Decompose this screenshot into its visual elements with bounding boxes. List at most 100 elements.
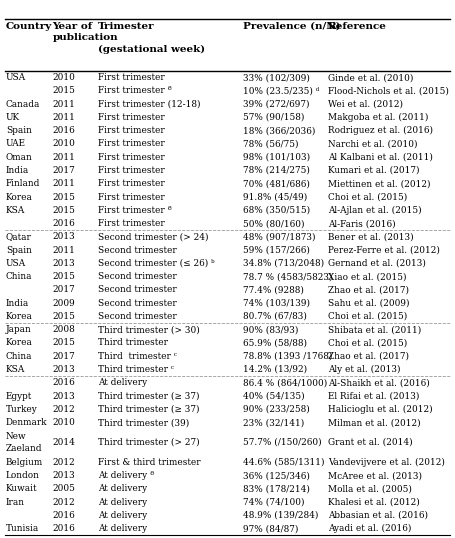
Text: Third trimester (> 30): Third trimester (> 30) xyxy=(98,325,200,334)
Text: 39% (272/697): 39% (272/697) xyxy=(243,100,310,109)
Text: El Rifai et al. (2013): El Rifai et al. (2013) xyxy=(328,392,419,400)
Text: 14.2% (13/92): 14.2% (13/92) xyxy=(243,365,308,374)
Text: 2013: 2013 xyxy=(52,259,75,268)
Text: 97% (84/87): 97% (84/87) xyxy=(243,524,299,533)
Text: At delivery: At delivery xyxy=(98,524,147,533)
Text: Second trimester: Second trimester xyxy=(98,299,177,308)
Text: Al Kalbani et al. (2011): Al Kalbani et al. (2011) xyxy=(328,153,432,162)
Text: Korea: Korea xyxy=(6,312,33,321)
Text: Second trimester: Second trimester xyxy=(98,272,177,281)
Text: 2015: 2015 xyxy=(52,87,75,95)
Text: Milman et al. (2012): Milman et al. (2012) xyxy=(328,418,420,427)
Text: First trimester: First trimester xyxy=(98,193,165,202)
Text: Japan: Japan xyxy=(6,325,32,334)
Text: 2015: 2015 xyxy=(52,312,75,321)
Text: Tunisia: Tunisia xyxy=(6,524,39,533)
Text: 33% (102/309): 33% (102/309) xyxy=(243,73,310,82)
Text: 59% (157/266): 59% (157/266) xyxy=(243,246,310,254)
Text: 2017: 2017 xyxy=(52,166,75,175)
Text: India: India xyxy=(6,299,29,308)
Text: 78.7 % (4583/5823): 78.7 % (4583/5823) xyxy=(243,272,333,281)
Text: 2015: 2015 xyxy=(52,206,75,215)
Text: 74% (74/100): 74% (74/100) xyxy=(243,498,305,507)
Text: Second trimester (> 24): Second trimester (> 24) xyxy=(98,232,208,242)
Text: 2013: 2013 xyxy=(52,392,75,400)
Text: Third trimester (≥ 37): Third trimester (≥ 37) xyxy=(98,405,199,414)
Text: Third trimester (39): Third trimester (39) xyxy=(98,418,189,427)
Text: Al-Shaikh et al. (2016): Al-Shaikh et al. (2016) xyxy=(328,378,430,387)
Text: KSA: KSA xyxy=(6,365,25,374)
Text: UAE: UAE xyxy=(6,139,26,148)
Text: Molla et al. (2005): Molla et al. (2005) xyxy=(328,484,411,493)
Text: 78.8% (1393 /1768): 78.8% (1393 /1768) xyxy=(243,352,333,360)
Text: First trimester: First trimester xyxy=(98,73,165,82)
Text: 2016: 2016 xyxy=(52,511,75,520)
Text: 90% (83/93): 90% (83/93) xyxy=(243,325,299,334)
Text: KSA: KSA xyxy=(6,206,25,215)
Text: First trimester: First trimester xyxy=(98,113,165,122)
Text: 2010: 2010 xyxy=(52,73,75,82)
Text: Turkey: Turkey xyxy=(6,405,38,414)
Text: Finland: Finland xyxy=(6,179,40,188)
Text: Third trimester (≥ 37): Third trimester (≥ 37) xyxy=(98,392,199,400)
Text: 10% (23.5/235) ᵈ: 10% (23.5/235) ᵈ xyxy=(243,87,320,95)
Text: Denmark: Denmark xyxy=(6,418,47,427)
Text: First trimester ª: First trimester ª xyxy=(98,206,172,215)
Text: 2016: 2016 xyxy=(52,126,75,135)
Text: First trimester: First trimester xyxy=(98,153,165,162)
Text: First trimester (12-18): First trimester (12-18) xyxy=(98,100,200,109)
Text: Vandevijvere et al. (2012): Vandevijvere et al. (2012) xyxy=(328,458,445,467)
Text: 80.7% (67/83): 80.7% (67/83) xyxy=(243,312,307,321)
Text: Trimester

(gestational week): Trimester (gestational week) xyxy=(98,22,205,54)
Text: 78% (56/75): 78% (56/75) xyxy=(243,139,299,148)
Text: Zhao et al. (2017): Zhao et al. (2017) xyxy=(328,285,409,294)
Text: 2010: 2010 xyxy=(52,418,75,427)
Text: Zhao et al. (2017): Zhao et al. (2017) xyxy=(328,352,409,360)
Text: 90% (233/258): 90% (233/258) xyxy=(243,405,310,414)
Text: Korea: Korea xyxy=(6,338,33,348)
Text: Miettinen et al. (2012): Miettinen et al. (2012) xyxy=(328,179,430,188)
Text: UK: UK xyxy=(6,113,20,122)
Text: USA: USA xyxy=(6,73,26,82)
Text: Flood-Nichols et al. (2015): Flood-Nichols et al. (2015) xyxy=(328,87,449,95)
Text: 2016: 2016 xyxy=(52,524,75,533)
Text: 2011: 2011 xyxy=(52,113,75,122)
Text: 48% (907/1873): 48% (907/1873) xyxy=(243,232,316,242)
Text: 23% (32/141): 23% (32/141) xyxy=(243,418,305,427)
Text: Al-Faris (2016): Al-Faris (2016) xyxy=(328,219,395,228)
Text: At delivery ª: At delivery ª xyxy=(98,471,154,480)
Text: 2005: 2005 xyxy=(52,484,75,493)
Text: 57.7% (/150/260): 57.7% (/150/260) xyxy=(243,438,322,447)
Text: McAree et al. (2013): McAree et al. (2013) xyxy=(328,471,422,480)
Text: 2014: 2014 xyxy=(52,438,75,447)
Text: Iran: Iran xyxy=(6,498,25,507)
Text: 57% (90/158): 57% (90/158) xyxy=(243,113,305,122)
Text: 68% (350/515): 68% (350/515) xyxy=(243,206,311,215)
Text: First trimester: First trimester xyxy=(98,219,165,228)
Text: Spain: Spain xyxy=(6,246,32,254)
Text: 86.4 % (864/1000): 86.4 % (864/1000) xyxy=(243,378,328,387)
Text: China: China xyxy=(6,272,32,281)
Text: Perez-Ferre et al. (2012): Perez-Ferre et al. (2012) xyxy=(328,246,440,254)
Text: 2015: 2015 xyxy=(52,272,75,281)
Text: 2016: 2016 xyxy=(52,378,75,387)
Text: Third trimester (> 27): Third trimester (> 27) xyxy=(98,438,199,447)
Text: 50% (80/160): 50% (80/160) xyxy=(243,219,305,228)
Text: 2009: 2009 xyxy=(52,299,75,308)
Text: China: China xyxy=(6,352,32,360)
Text: First trimester: First trimester xyxy=(98,126,165,135)
Text: Second trimester: Second trimester xyxy=(98,312,177,321)
Text: 2017: 2017 xyxy=(52,285,75,294)
Text: Korea: Korea xyxy=(6,193,33,202)
Text: Canada: Canada xyxy=(6,100,40,109)
Text: 65.9% (58/88): 65.9% (58/88) xyxy=(243,338,308,348)
Text: London: London xyxy=(6,471,40,480)
Text: Narchi et al. (2010): Narchi et al. (2010) xyxy=(328,139,417,148)
Text: 74% (103/139): 74% (103/139) xyxy=(243,299,310,308)
Text: 78% (214/275): 78% (214/275) xyxy=(243,166,310,175)
Text: 2011: 2011 xyxy=(52,153,75,162)
Text: At delivery: At delivery xyxy=(98,511,147,520)
Text: First & third trimester: First & third trimester xyxy=(98,458,201,467)
Text: Country: Country xyxy=(6,22,52,31)
Text: USA: USA xyxy=(6,259,26,268)
